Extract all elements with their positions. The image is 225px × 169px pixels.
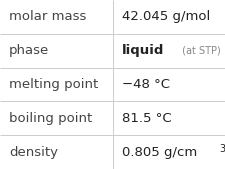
Text: phase: phase bbox=[9, 44, 49, 57]
Text: 3: 3 bbox=[218, 144, 224, 154]
Text: melting point: melting point bbox=[9, 78, 98, 91]
Text: liquid: liquid bbox=[122, 44, 164, 57]
Text: 0.805 g/cm: 0.805 g/cm bbox=[122, 146, 196, 159]
Text: 42.045 g/mol: 42.045 g/mol bbox=[122, 10, 209, 23]
Text: density: density bbox=[9, 146, 58, 159]
Text: 81.5 °C: 81.5 °C bbox=[122, 112, 171, 125]
Text: −48 °C: −48 °C bbox=[122, 78, 169, 91]
Text: (at STP): (at STP) bbox=[178, 46, 220, 56]
Text: boiling point: boiling point bbox=[9, 112, 92, 125]
Text: molar mass: molar mass bbox=[9, 10, 86, 23]
